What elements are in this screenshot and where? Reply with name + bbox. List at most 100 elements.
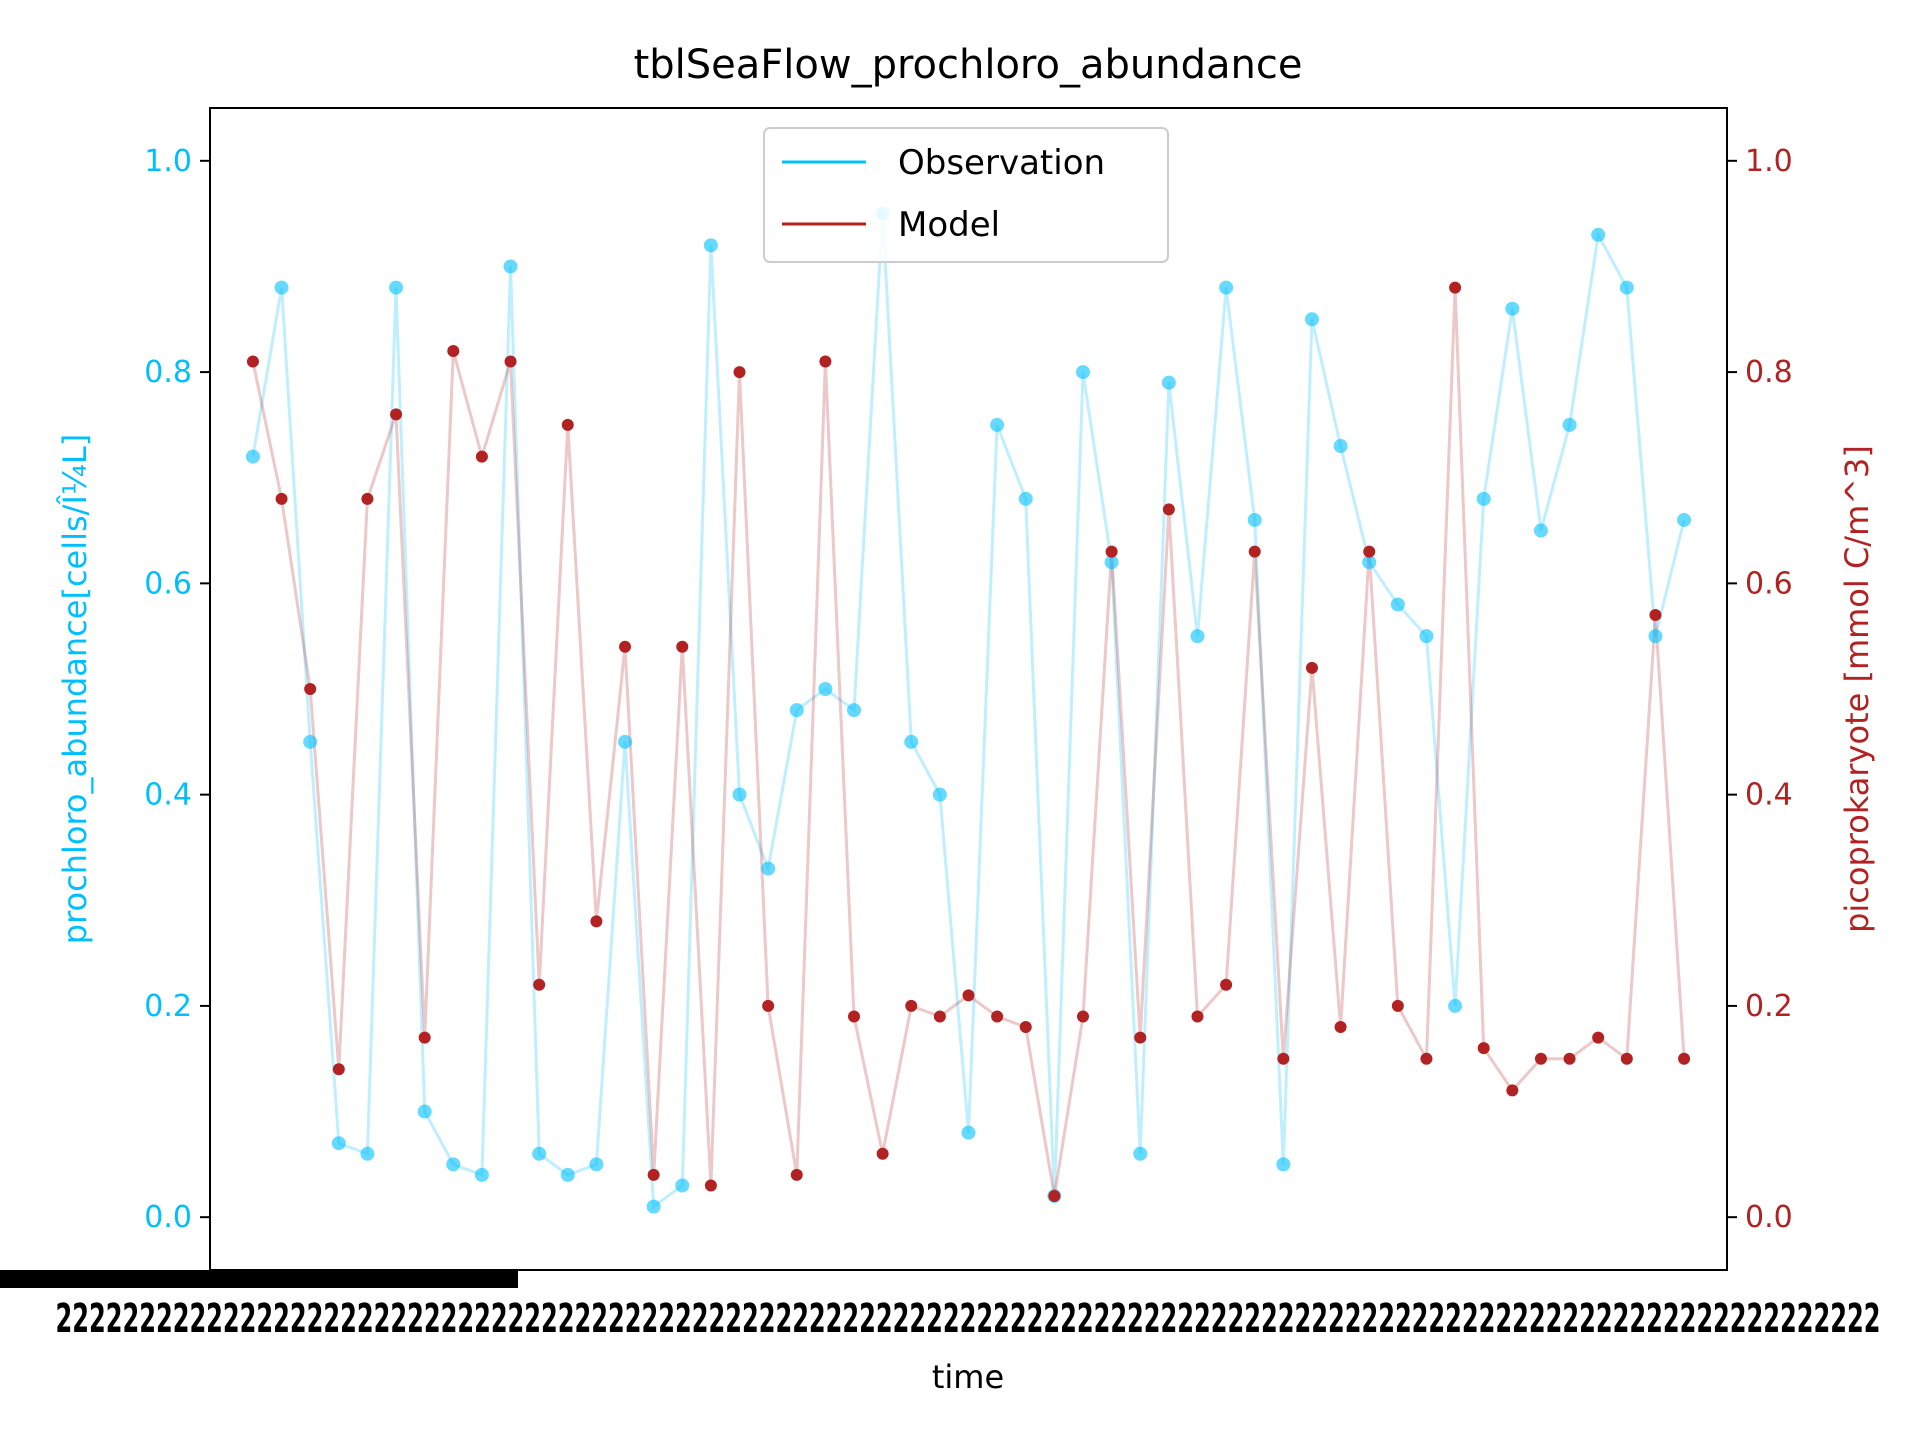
observation-point <box>503 259 518 274</box>
model-point <box>504 355 517 368</box>
model-point <box>1363 545 1376 558</box>
observation-point <box>1018 491 1033 506</box>
observation-point <box>589 1157 604 1172</box>
model-point <box>1277 1052 1290 1065</box>
y-axis-left-label: prochloro_abundance[cells/Î¼L] <box>56 434 94 944</box>
observation-point <box>245 449 260 464</box>
observation-point <box>1362 555 1377 570</box>
observation-point <box>417 1104 432 1119</box>
model-point <box>1391 999 1404 1012</box>
model-point <box>762 999 775 1012</box>
observation-point <box>1591 227 1606 242</box>
observation-point <box>618 734 633 749</box>
model-point <box>647 1168 660 1181</box>
x-axis-label: time <box>932 1358 1004 1396</box>
model-point <box>533 978 546 991</box>
observation-point <box>274 280 289 295</box>
model-point <box>418 1031 431 1044</box>
y-right-tick-label: 0.8 <box>1745 355 1793 390</box>
observation-point <box>446 1157 461 1172</box>
model-point <box>1048 1190 1061 1203</box>
model-point <box>1449 281 1462 294</box>
observation-point <box>703 238 718 253</box>
observation-line <box>251 213 1686 1210</box>
observation-point <box>474 1167 489 1182</box>
model-point <box>1019 1021 1032 1034</box>
model-point <box>991 1010 1004 1023</box>
model-point <box>819 355 832 368</box>
x-tick-marks <box>0 1270 518 1288</box>
model-point <box>790 1168 803 1181</box>
observation-point <box>1677 512 1692 527</box>
model-point <box>1678 1052 1691 1065</box>
observation-point <box>360 1146 375 1161</box>
model-point <box>1334 1021 1347 1034</box>
observation-point <box>1448 998 1463 1013</box>
observation-point <box>1161 375 1176 390</box>
model-point <box>1506 1084 1519 1097</box>
observation-point <box>932 787 947 802</box>
y-right-tick-label: 1.0 <box>1745 144 1793 179</box>
y-axis-left: 0.0 0.2 0.4 0.6 0.8 1.0 <box>144 144 210 1235</box>
model-point <box>619 640 632 653</box>
observation-point <box>1562 417 1577 432</box>
model-point <box>304 683 317 695</box>
model-point <box>1592 1031 1605 1044</box>
observation-point <box>818 682 833 696</box>
chart-title: tblSeaFlow_prochloro_abundance <box>634 42 1303 88</box>
model-point <box>561 418 574 431</box>
observation-point <box>1276 1157 1291 1172</box>
model-point <box>1477 1042 1490 1055</box>
model-point <box>704 1179 717 1192</box>
model-point <box>733 366 746 379</box>
observation-point <box>1419 629 1434 644</box>
observation-point <box>990 417 1005 432</box>
model-point <box>1620 1052 1633 1065</box>
y-left-tick-label: 0.2 <box>144 989 192 1024</box>
y-left-tick-label: 0.4 <box>144 778 192 813</box>
model-point <box>1191 1010 1204 1023</box>
model-point <box>1134 1031 1147 1044</box>
observation-point <box>1619 280 1634 295</box>
model-point <box>1105 545 1118 558</box>
model-point <box>1649 609 1662 622</box>
y-right-tick-label: 0.0 <box>1745 1200 1793 1235</box>
legend-model-label: Model <box>898 205 1000 245</box>
y-left-tick-label: 0.0 <box>144 1200 192 1235</box>
observation-point <box>1333 439 1348 454</box>
observation-point <box>1390 597 1405 612</box>
observation-point <box>560 1167 575 1182</box>
observation-point <box>1533 523 1548 538</box>
x-tick-labels: 2222222222222222222222222222222222222222… <box>56 1296 1881 1342</box>
observation-point <box>1648 629 1663 644</box>
model-point <box>275 492 288 505</box>
observation-point <box>761 861 776 876</box>
observation-point <box>303 734 318 749</box>
observation-point <box>1219 280 1234 295</box>
y-right-tick-label: 0.4 <box>1745 778 1793 813</box>
observation-point <box>732 787 747 802</box>
model-point <box>962 989 975 1002</box>
model-point <box>905 999 918 1012</box>
legend-observation-label: Observation <box>898 143 1105 183</box>
observation-point <box>847 703 862 718</box>
observation-point <box>1075 365 1090 380</box>
model-point <box>390 408 403 421</box>
observation-point <box>331 1136 346 1151</box>
y-axis-right: 0.0 0.2 0.4 0.6 0.8 1.0 <box>1727 144 1793 1235</box>
y-left-tick-label: 0.8 <box>144 355 192 390</box>
model-point <box>590 915 603 928</box>
y-left-tick-label: 1.0 <box>144 144 192 179</box>
observation-point <box>961 1125 976 1140</box>
model-point <box>332 1063 345 1076</box>
model-point <box>1248 545 1261 558</box>
model-point <box>876 1147 889 1160</box>
model-point <box>1220 978 1233 991</box>
observation-point <box>675 1178 690 1193</box>
observation-point <box>904 734 919 749</box>
observation-point <box>1304 312 1319 327</box>
observation-point <box>789 703 804 718</box>
legend: Observation Model <box>763 127 1169 263</box>
model-point <box>676 640 689 653</box>
model-point <box>933 1010 946 1023</box>
